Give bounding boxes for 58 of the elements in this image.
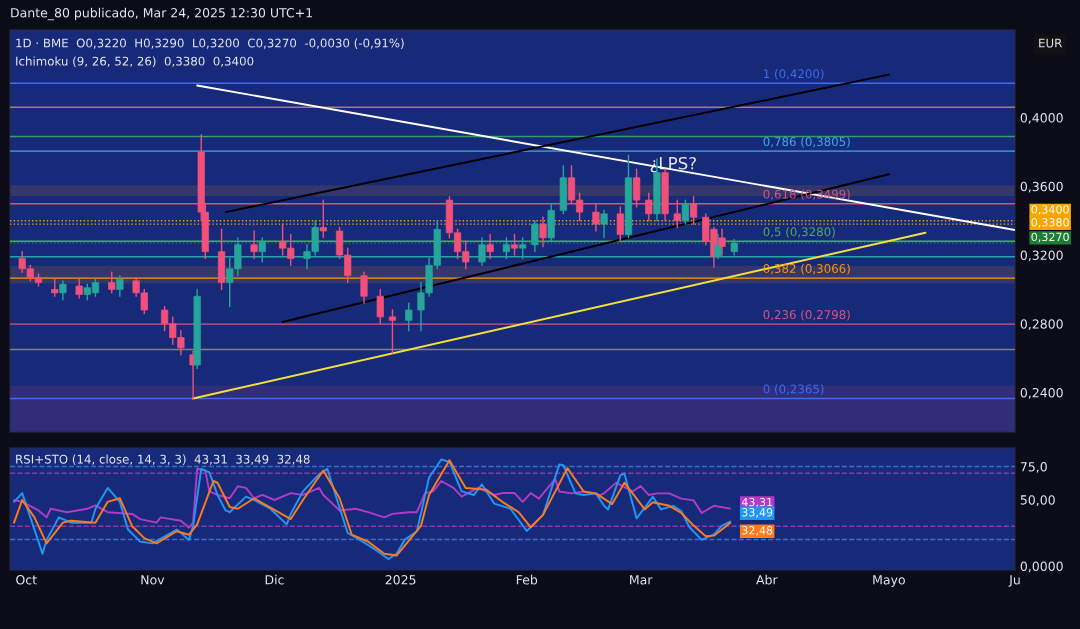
x-tick-label: Feb xyxy=(516,574,538,585)
data-label: 43,31 xyxy=(741,497,773,508)
x-tick-label: Mayo xyxy=(873,575,905,587)
candlestick xyxy=(689,195,698,225)
x-tick-label: Abr xyxy=(756,574,778,585)
ref-line-label: 0,3380 xyxy=(1031,218,1069,228)
ref-line-label: 1 (0,4200) xyxy=(764,69,824,80)
chart-title: Dante_80 publicado, Mar 24, 2025 12:30 UTC+1 xyxy=(11,7,312,21)
candlestick xyxy=(681,199,690,225)
x-tick-label: Nov xyxy=(141,575,165,585)
y-tick-label: 50,00 xyxy=(1020,495,1055,506)
candlestick xyxy=(319,199,327,239)
x-tick-label: Ju xyxy=(1008,575,1020,587)
ref-line-label: 0,382 (0,3066) xyxy=(763,263,850,275)
candlestick xyxy=(75,278,83,299)
candlestick xyxy=(600,209,608,239)
y-tick-label: 75,0 xyxy=(1020,462,1047,473)
y-tick-label: 0,2400 xyxy=(1020,387,1063,399)
candlestick xyxy=(116,274,124,297)
candlestick xyxy=(388,309,397,354)
candlestick xyxy=(616,206,624,243)
candlestick xyxy=(510,233,519,256)
text: 1D · BME O0,3220 H0,3290 L0,3200 C0,3270 -0,0030 (-0,91%) xyxy=(16,38,404,49)
y-tick-label: 0,3600 xyxy=(1020,181,1063,193)
ref-line-label: 0,3400 xyxy=(1031,205,1069,215)
line-series xyxy=(13,467,732,529)
x-tick-label: Mar xyxy=(630,575,653,585)
candlestick xyxy=(539,216,547,248)
candlestick xyxy=(632,168,641,208)
data-label: 33,49 xyxy=(742,508,773,518)
ref-line-label: 0,236 (0,2798) xyxy=(763,309,850,321)
text: EUR xyxy=(1039,38,1062,48)
annotation: Ichimoku (9, 26, 52, 26) 0,3380 0,3400 xyxy=(16,56,254,67)
candlestick xyxy=(59,280,67,301)
candlestick xyxy=(405,302,413,332)
data-label: 32,48 xyxy=(742,526,773,536)
ref-line-label: 0,786 (0,3805) xyxy=(763,136,850,148)
candlestick xyxy=(592,202,600,232)
annotation: ¿LPS? xyxy=(650,156,696,173)
chart-title: RSI+STO (14, close, 14, 3, 3) 43,31 33,49 32,48 xyxy=(16,454,310,466)
candlestick xyxy=(673,199,681,229)
x-tick-label: Oct xyxy=(16,575,37,585)
candlestick xyxy=(486,233,494,260)
candlestick xyxy=(250,230,258,260)
y-tick-label: 0,0000 xyxy=(1020,561,1063,573)
ref-line-label: 0,3270 xyxy=(1031,232,1069,243)
x-tick-label: 2025 xyxy=(385,575,416,585)
candlestick xyxy=(531,219,539,253)
ref-line-label: 0,5 (0,3280) xyxy=(763,227,835,238)
candlestick xyxy=(108,271,116,294)
candlestick xyxy=(645,192,653,222)
y-tick-label: 0,3200 xyxy=(1020,250,1063,262)
y-tick-label: 0,4000 xyxy=(1020,113,1063,124)
x-tick-label: Dic xyxy=(265,574,284,585)
candlestick xyxy=(376,288,384,325)
y-tick-label: 0,2800 xyxy=(1020,319,1063,330)
ref-line-label: 0 (0,2365) xyxy=(763,384,824,395)
candlestick xyxy=(360,271,368,304)
